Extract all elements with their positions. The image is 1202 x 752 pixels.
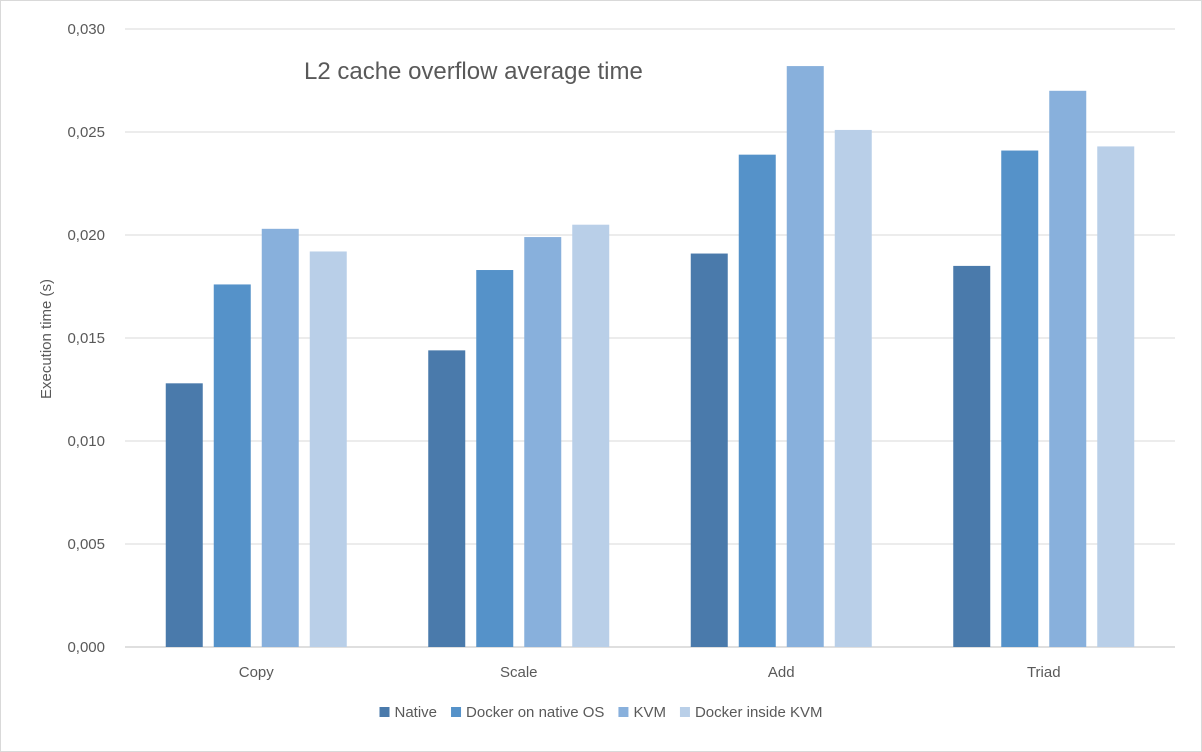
legend-label: Native xyxy=(395,704,438,721)
legend-swatch xyxy=(618,707,629,717)
y-tick-label: 0,015 xyxy=(67,330,105,347)
legend-swatch xyxy=(451,707,462,717)
bar-add-docker-on-native-os xyxy=(738,154,776,647)
legend-label: Docker inside KVM xyxy=(695,704,823,721)
legend-label: KVM xyxy=(633,704,666,721)
y-tick-label: 0,025 xyxy=(67,124,105,141)
x-category-label: Copy xyxy=(239,664,275,681)
legend-item: Native xyxy=(379,704,438,721)
x-category-label: Scale xyxy=(500,664,538,681)
bar-scale-kvm xyxy=(524,237,562,647)
y-tick-label: 0,030 xyxy=(67,21,105,38)
bar-add-docker-inside-kvm xyxy=(834,129,872,647)
bar-triad-docker-on-native-os xyxy=(1001,150,1039,648)
y-tick-label: 0,005 xyxy=(67,536,105,553)
y-axis-title: Execution time (s) xyxy=(38,279,55,399)
x-category-label: Add xyxy=(768,664,795,681)
y-tick-label: 0,010 xyxy=(67,433,105,450)
legend-label: Docker on native OS xyxy=(466,704,604,721)
y-axis-ticks: 0,000 0,005 0,010 0,015 0,020 0,025 0,030 xyxy=(67,21,105,656)
bar-triad-docker-inside-kvm xyxy=(1097,146,1135,648)
bars xyxy=(165,66,1135,648)
bar-copy-docker-on-native-os xyxy=(213,284,251,647)
chart-title: L2 cache overflow average time xyxy=(304,58,643,85)
gridlines xyxy=(125,28,1175,648)
legend-swatch xyxy=(379,707,390,717)
legend-swatch xyxy=(679,707,690,717)
bar-scale-docker-inside-kvm xyxy=(572,224,610,647)
legend: Native Docker on native OS KVM Docker insid… xyxy=(379,704,823,721)
bar-add-kvm xyxy=(786,66,824,647)
bar-scale-native xyxy=(428,350,466,647)
bar-triad-native xyxy=(953,265,991,647)
bar-copy-kvm xyxy=(261,228,299,647)
legend-item: Docker inside KVM xyxy=(679,704,823,721)
bar-add-native xyxy=(690,253,728,648)
legend-item: Docker on native OS xyxy=(451,704,604,721)
bar-triad-kvm xyxy=(1049,90,1087,648)
x-category-label: Triad xyxy=(1027,664,1061,681)
legend-item: KVM xyxy=(618,704,666,721)
y-tick-label: 0,000 xyxy=(67,639,105,656)
y-tick-label: 0,020 xyxy=(67,227,105,244)
x-axis-categories: Copy Scale Add Triad xyxy=(239,664,1061,681)
bar-copy-native xyxy=(165,383,203,647)
bar-copy-docker-inside-kvm xyxy=(309,251,347,648)
bar-scale-docker-on-native-os xyxy=(476,270,514,647)
